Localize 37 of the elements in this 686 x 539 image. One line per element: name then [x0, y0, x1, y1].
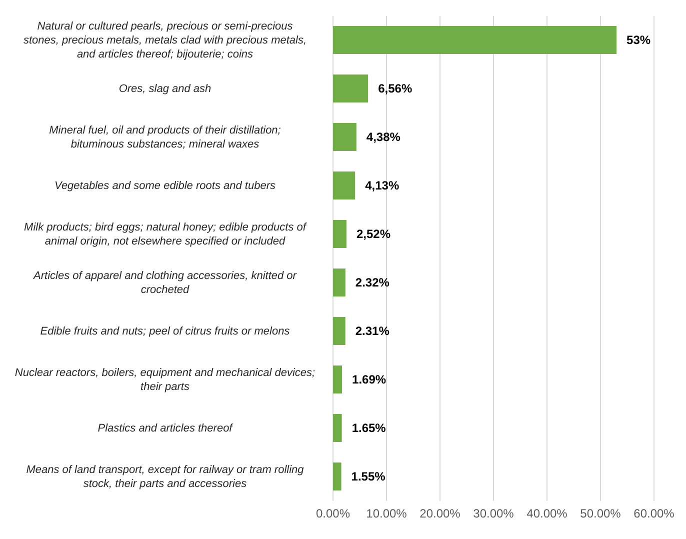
y-tick-label: Ores, slag and ash	[118, 82, 212, 95]
data-label: 1.69%	[352, 372, 386, 386]
data-label: 4,38%	[366, 130, 401, 144]
x-tick-label: 10.00%	[366, 506, 408, 521]
x-tick-label: 0.00%	[316, 506, 350, 521]
y-tick-label: Means of land transport, except for railway or tram rolling stock, their parts and accessories	[26, 464, 305, 490]
x-tick-label: 50.00%	[580, 506, 622, 521]
y-tick-label: Vegetables and some edible roots and tubers	[54, 180, 276, 192]
bar	[333, 268, 346, 296]
x-tick-label: 40.00%	[526, 506, 568, 521]
y-tick-label: Edible fruits and nuts; peel of citrus fruits or melons	[40, 325, 290, 338]
y-tick-label: Plastics and articles thereof	[98, 422, 234, 434]
x-tick-label: 20.00%	[420, 506, 461, 521]
bar	[333, 74, 368, 102]
y-tick-label: Mineral fuel, oil and products of their distillation; bituminous substances; mineral waxes	[49, 124, 281, 150]
bar	[333, 317, 346, 345]
y-tick-label: Milk products; bird eggs; natural honey; edible products of animal origin, not elsewhere specified or included	[24, 221, 307, 248]
data-label: 6,56%	[378, 82, 412, 96]
y-tick-label: Articles of apparel and clothing accessories, knitted or crocheted	[32, 270, 298, 296]
bar	[333, 26, 617, 54]
data-label: 1.65%	[352, 421, 386, 435]
data-label: 53%	[626, 33, 651, 47]
bar	[333, 462, 342, 490]
bar	[333, 123, 356, 151]
x-tick-label: 30.00%	[473, 506, 514, 521]
bar	[333, 172, 356, 200]
data-label: 2,52%	[356, 227, 391, 241]
data-label: 2.31%	[355, 324, 390, 338]
y-tick-label: Nuclear reactors, boilers, equipment and mechanical devices; their parts	[14, 366, 316, 393]
data-label: 1.55%	[351, 470, 386, 484]
bar	[333, 414, 342, 442]
data-label: 2.32%	[355, 276, 390, 290]
bar	[333, 366, 342, 394]
data-label: 4,13%	[365, 178, 400, 192]
bar	[333, 220, 346, 248]
y-tick-label: Natural or cultured pearls, precious or semi-precious stones, precious metals, metals clad with precious metals, and articles thereof; bijouterie; coins	[23, 20, 307, 60]
x-tick-label: 60.00%	[634, 506, 675, 521]
